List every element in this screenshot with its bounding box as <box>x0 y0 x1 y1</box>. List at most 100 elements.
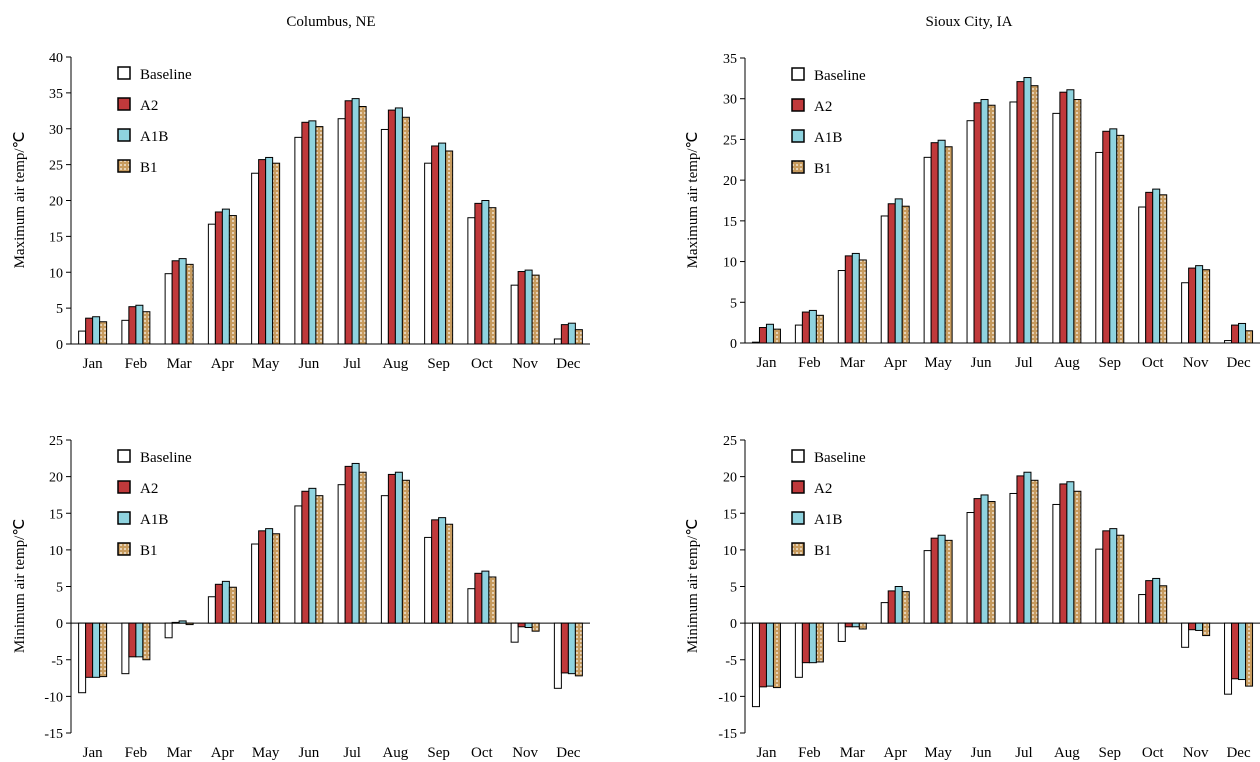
bar-a2-apr <box>214 211 223 345</box>
y-tick-label: 25 <box>49 434 63 449</box>
bar-a2-jun <box>973 102 982 344</box>
bar-baseline-may <box>923 550 932 624</box>
bar-a2-oct <box>474 572 483 624</box>
bar-a1b-jan <box>92 622 101 678</box>
chart-1: 0 5 10 15 20 25 30 35 40 Maximum air temp/℃ Jan Feb… <box>12 51 590 372</box>
chart-2: 0 5 10 15 20 25 30 35 Maximum air temp/℃ Jan Feb Ma… <box>685 52 1260 371</box>
y-tick-label: 35 <box>723 52 737 67</box>
bar-baseline-aug <box>380 495 389 624</box>
x-tick-label: Mar <box>840 355 865 371</box>
bar-a1b-jun <box>308 487 317 624</box>
bar-b1-oct <box>488 207 497 345</box>
bar-a1b-apr <box>221 580 230 624</box>
legend-swatch-baseline <box>791 67 805 81</box>
bar-a2-oct <box>474 202 483 345</box>
bar-baseline-mar <box>837 622 846 642</box>
x-tick-label: Oct <box>1142 745 1164 761</box>
y-tick-label: 25 <box>49 159 63 174</box>
x-tick-label: Dec <box>556 745 580 761</box>
x-tick-label: Oct <box>471 356 493 372</box>
bar-a2-aug <box>387 109 396 345</box>
legend-label-b1: B1 <box>140 543 158 559</box>
bar-a1b-jun <box>980 494 989 624</box>
y-tick-label: 0 <box>730 617 737 632</box>
bar-baseline-oct <box>1138 206 1147 344</box>
bar-b1-jan <box>772 622 781 689</box>
bar-b1-mar <box>185 622 194 626</box>
bar-a2-feb <box>801 622 810 664</box>
x-tick-label: Dec <box>1226 355 1250 371</box>
legend-label-baseline: Baseline <box>140 450 192 466</box>
x-tick-label: Sep <box>1099 355 1122 371</box>
bar-baseline-may <box>251 543 260 624</box>
x-tick-label: Apr <box>884 355 907 371</box>
y-axis-title: Minimum air temp/℃ <box>12 519 28 653</box>
legend-swatch-a2 <box>117 97 131 111</box>
x-tick-label: Jan <box>756 355 776 371</box>
bar-a2-jul <box>344 465 353 624</box>
bar-a1b-dec <box>567 322 576 345</box>
x-tick-label: Aug <box>1054 355 1080 371</box>
y-tick-label: 20 <box>723 471 737 486</box>
x-tick-label: Jul <box>343 745 361 761</box>
bar-b1-jul <box>358 471 367 624</box>
bar-b1-jan <box>772 328 781 344</box>
x-tick-label: Jan <box>83 356 103 372</box>
bar-baseline-nov <box>510 622 519 643</box>
bar-a2-feb <box>128 306 137 345</box>
bar-a1b-mar <box>851 252 860 344</box>
bar-a2-apr <box>887 203 896 344</box>
bar-b1-jan <box>99 622 108 678</box>
x-tick-label: Apr <box>211 745 234 761</box>
bar-a1b-dec <box>567 622 576 675</box>
x-tick-label: Dec <box>1226 745 1250 761</box>
bar-b1-mar <box>185 263 194 345</box>
legend-label-b1: B1 <box>140 160 158 176</box>
bar-a1b-jul <box>1023 77 1032 344</box>
y-tick-label: 30 <box>49 123 63 138</box>
bar-b1-nov <box>1202 269 1211 344</box>
bar-b1-jul <box>1030 479 1039 624</box>
bar-baseline-apr <box>880 602 889 624</box>
y-tick-label: 10 <box>49 266 63 281</box>
x-tick-label: Feb <box>798 355 821 371</box>
bar-baseline-sep <box>1095 151 1104 344</box>
legend-swatch-b1 <box>117 542 131 556</box>
bar-baseline-feb <box>794 324 803 344</box>
bar-a2-nov <box>1188 622 1197 631</box>
y-tick-label: 5 <box>730 296 737 311</box>
legend-label-b1: B1 <box>814 161 832 177</box>
bar-baseline-jul <box>1009 101 1018 344</box>
bar-b1-dec <box>1245 622 1254 687</box>
y-tick-label: -5 <box>51 654 63 669</box>
bar-b1-jan <box>99 321 108 345</box>
bar-a2-jan <box>85 317 94 345</box>
bar-baseline-apr <box>207 596 216 624</box>
bar-baseline-sep <box>1095 548 1104 624</box>
legend-label-a2: A2 <box>140 481 158 497</box>
x-tick-label: Aug <box>382 356 408 372</box>
x-tick-label: Jun <box>971 745 992 761</box>
x-tick-label: Apr <box>884 745 907 761</box>
y-tick-label: -10 <box>718 690 737 705</box>
bar-b1-jun <box>987 104 996 344</box>
bar-b1-jun <box>987 501 996 624</box>
x-tick-label: Sep <box>427 356 450 372</box>
bar-b1-may <box>944 539 953 624</box>
bar-a2-sep <box>431 519 440 624</box>
legend-swatch-a1b <box>117 128 131 142</box>
bar-a2-oct <box>1145 580 1154 624</box>
y-tick-label: 20 <box>49 195 63 210</box>
bar-a2-oct <box>1145 191 1154 344</box>
bar-baseline-feb <box>121 622 130 675</box>
bar-a2-mar <box>844 255 853 344</box>
bar-a2-dec <box>1231 324 1240 344</box>
x-tick-label: Jan <box>756 745 776 761</box>
y-tick-label: 25 <box>723 133 737 148</box>
legend-label-a2: A2 <box>814 99 832 115</box>
x-tick-label: Aug <box>1054 745 1080 761</box>
bar-baseline-mar <box>164 273 173 345</box>
bar-a2-feb <box>801 311 810 344</box>
y-tick-label: 0 <box>56 617 63 632</box>
bar-b1-nov <box>531 274 540 345</box>
